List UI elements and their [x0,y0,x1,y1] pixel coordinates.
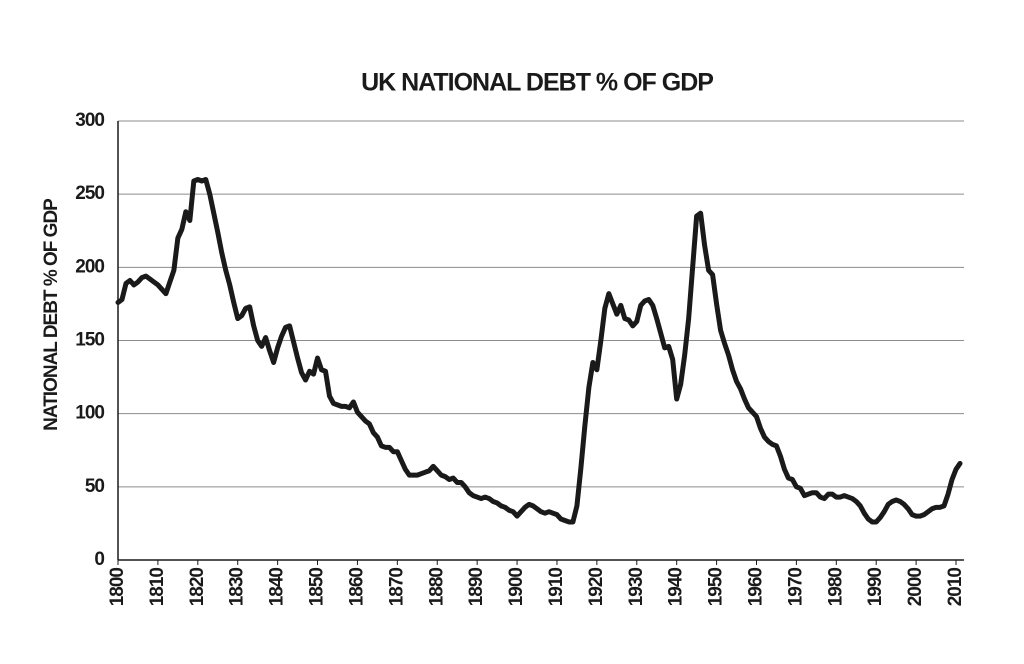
x-tick-label: 1850 [307,568,328,607]
y-tick-label: 50 [85,476,105,497]
x-tick-label: 1970 [785,568,806,607]
x-tick-label: 1880 [426,568,447,607]
x-tick-label: 1930 [626,568,647,607]
x-tick-label: 1920 [586,568,607,607]
x-tick-label: 1900 [506,568,527,607]
y-tick-label: 200 [75,256,104,277]
x-tick-label: 1950 [706,568,727,607]
x-tick-label: 1980 [825,568,846,607]
x-tick-label: 1940 [666,568,687,607]
chart-title: UK NATIONAL DEBT % OF GDP [361,69,713,97]
x-tick-label: 1870 [386,568,407,607]
x-tick-label: 2000 [905,568,926,607]
line [115,177,963,525]
y-tick-label: 300 [75,110,104,131]
x-tick-label: 2010 [945,568,966,607]
x-tick-label: 1990 [865,568,886,607]
x-tick-label: 1810 [147,568,168,607]
x-tick-label: 1820 [187,568,208,607]
y-axis-label: NATIONAL DEBT % OF GDP [41,198,62,431]
x-tick-label: 1800 [107,568,128,607]
x-tick-label: 1960 [746,568,767,607]
x-tick-label: 1840 [267,568,288,607]
x-tick-label: 1910 [546,568,567,607]
x-tick-label: 1830 [227,568,248,607]
x-tick-label: 1860 [346,568,367,607]
y-tick-label: 0 [94,549,104,570]
y-tick-label: 250 [75,183,104,204]
y-tick-label: 100 [75,403,104,424]
y-tick-label: 150 [75,330,104,351]
x-tick-label: 1890 [466,568,487,607]
